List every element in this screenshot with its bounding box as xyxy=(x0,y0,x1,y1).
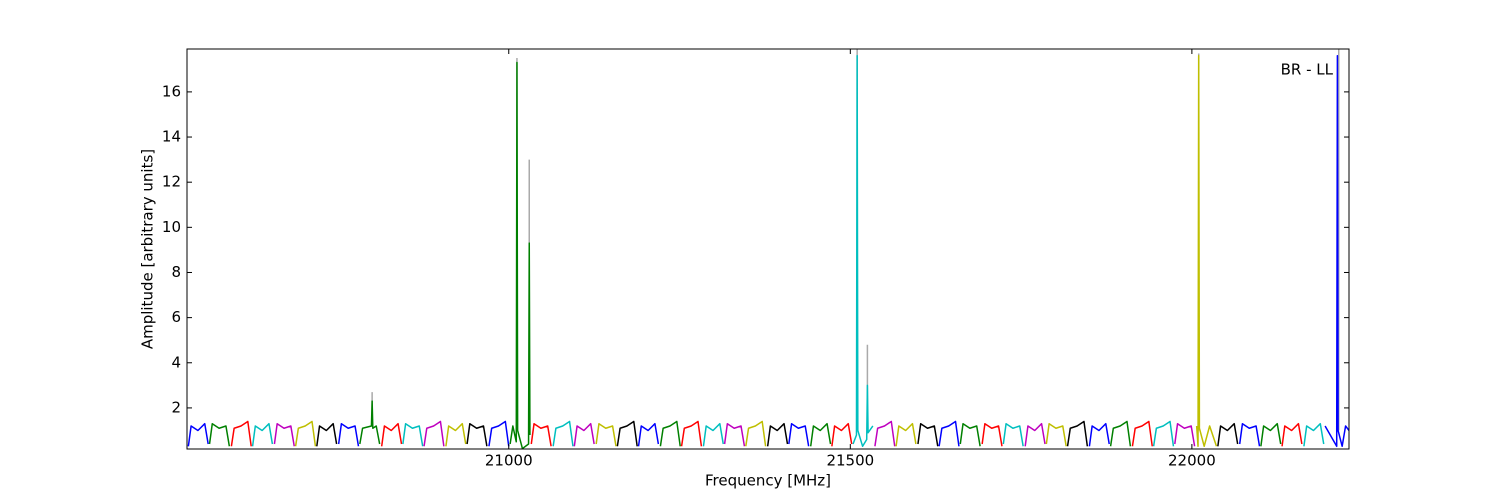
spectrum-line xyxy=(230,420,1303,447)
x-tick-label: 22000 xyxy=(1168,452,1216,470)
y-axis-label: Amplitude [arbitrary units] xyxy=(139,149,157,349)
x-axis-label: Frequency [MHz] xyxy=(705,472,831,490)
annotation: BR - LL xyxy=(1281,61,1334,79)
y-tick-label: 16 xyxy=(162,82,181,100)
spectrum-line xyxy=(316,420,1239,447)
y-tick-label: 8 xyxy=(171,263,181,281)
y-tick-label: 14 xyxy=(162,128,181,146)
y-tick-label: 6 xyxy=(171,308,181,326)
y-tick-label: 4 xyxy=(171,353,181,371)
spectrum-line xyxy=(187,55,1349,448)
spectrum-line xyxy=(273,420,1196,447)
x-tick-label: 21000 xyxy=(485,452,533,470)
spectrum-line xyxy=(251,55,1325,448)
x-tick-label: 21500 xyxy=(826,452,874,470)
plot-area xyxy=(187,49,1349,449)
spectrum-line xyxy=(294,55,1218,448)
spectrum-line xyxy=(208,61,1282,449)
y-tick-label: 12 xyxy=(162,173,181,191)
y-tick-label: 2 xyxy=(171,398,181,416)
y-tick-label: 10 xyxy=(162,218,181,236)
axes-frame xyxy=(186,48,1350,450)
